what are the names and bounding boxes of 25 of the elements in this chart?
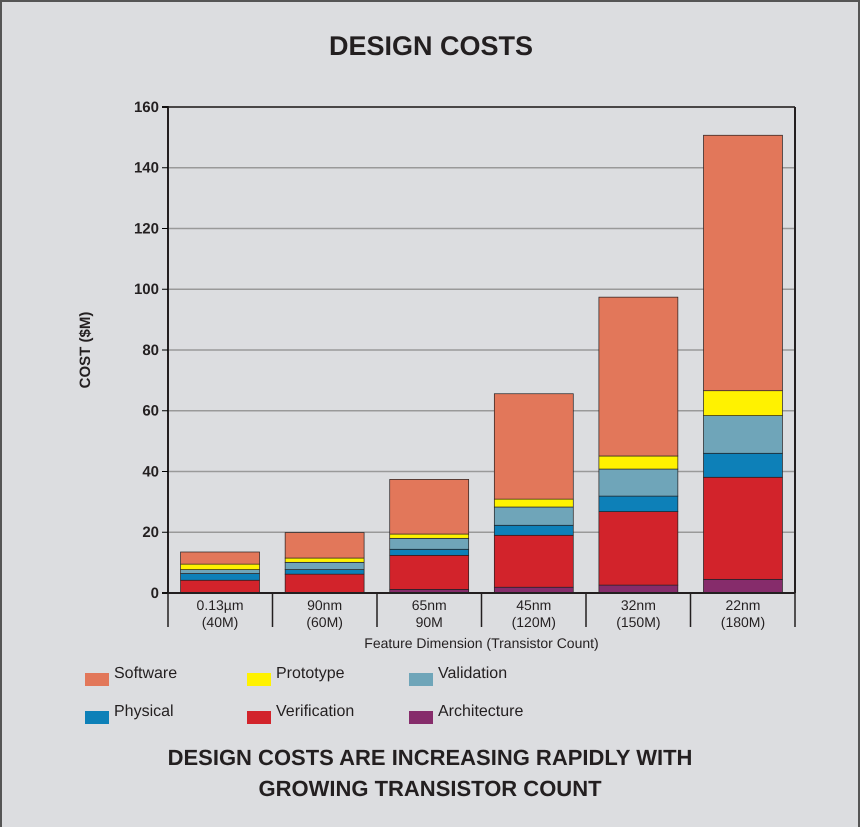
y-tick-label: 100 <box>134 281 159 298</box>
legend-label: Architecture <box>438 703 524 720</box>
legend-label: Software <box>114 665 178 682</box>
legend-label: Verification <box>276 703 354 720</box>
legend-label: Prototype <box>276 665 345 682</box>
x-tick-label: 32nm (150M) <box>616 597 661 630</box>
y-tick-label: 0 <box>150 584 159 602</box>
y-tick-label: 140 <box>134 160 159 177</box>
y-tick-label: 120 <box>134 220 159 238</box>
text: DESIGN COSTS ARE INCREASING RAPIDLY WITH GROWING TRANSISTOR COUNT <box>166 744 694 803</box>
y-tick-label: 40 <box>142 463 159 480</box>
x-tick-label: 45nm (120M) <box>512 597 556 630</box>
x-tick-label: 90nm (60M) <box>306 597 343 630</box>
y-axis-title: COST ($M) <box>77 312 94 388</box>
x-tick-label: 65nm 90M <box>412 597 447 630</box>
y-tick-label: 20 <box>142 524 159 542</box>
legend-label: Validation <box>438 665 508 682</box>
y-tick-label: 160 <box>134 98 159 116</box>
y-tick-label: 80 <box>142 342 159 359</box>
legend-label: Physical <box>114 703 174 720</box>
y-tick-label: 60 <box>142 402 159 420</box>
x-tick-label: 0.13µm (40M) <box>196 597 244 630</box>
chart-title: DESIGN COSTS <box>328 31 534 61</box>
x-axis-title: Feature Dimension (Transistor Count) <box>364 635 599 651</box>
x-tick-label: 22nm (180M) <box>720 597 766 630</box>
